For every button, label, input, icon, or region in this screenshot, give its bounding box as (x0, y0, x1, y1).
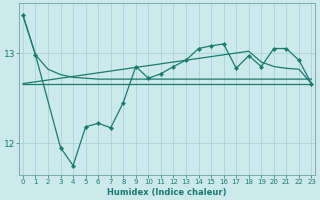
X-axis label: Humidex (Indice chaleur): Humidex (Indice chaleur) (108, 188, 227, 197)
